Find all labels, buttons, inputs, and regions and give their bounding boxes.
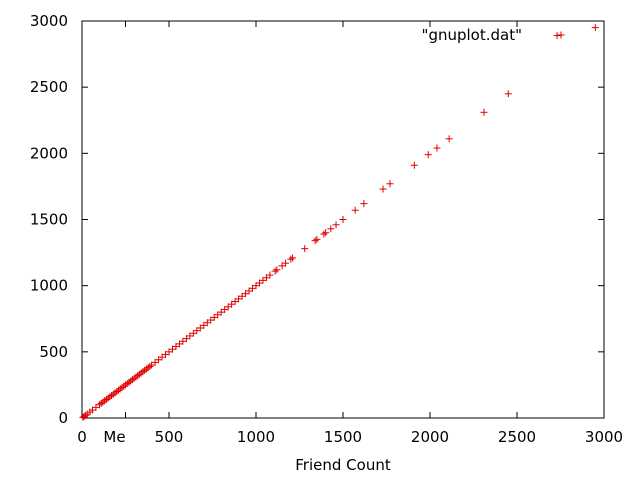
legend-point [557,31,565,39]
y-tick-label: 1500 [30,211,68,229]
y-tick-label: 2500 [30,78,68,96]
data-point [553,32,561,40]
data-point [386,180,394,188]
data-point [289,254,297,262]
data-point [282,259,290,267]
x-tick-label: 2000 [411,428,449,446]
y-tick-label: 1000 [30,277,68,295]
y-tick-label: 0 [58,409,68,427]
data-point [445,135,453,143]
data-point [433,144,441,152]
legend-label: "gnuplot.dat" [422,26,522,44]
y-tick-label: 3000 [30,12,68,30]
data-point [327,225,335,233]
x-tick-label: 0 [77,428,87,446]
data-point [360,200,368,208]
data-point [351,206,359,214]
x-axis: 0 500 1000 1500 2000 2500 3000 Me [77,21,623,446]
legend: "gnuplot.dat" [422,26,565,44]
data-point [273,266,281,274]
x-tick-label: 1000 [237,428,275,446]
data-point [266,271,274,279]
x-tick-label: 2500 [498,428,536,446]
data-point [287,255,295,263]
y-axis: 0 500 1000 1500 2000 2500 3000 [30,12,604,427]
data-point [410,161,418,169]
data-point [379,185,387,193]
data-point [271,267,279,275]
data-point [320,230,328,238]
data-point [81,411,89,419]
x-marker-label: Me [103,428,125,446]
data-point [480,108,488,116]
x-tick-label: 1500 [324,428,362,446]
data-point [504,90,512,98]
legend-marker [557,31,565,39]
data-point [591,24,599,32]
data-point [332,221,340,229]
data-series [79,24,599,421]
data-point [339,216,347,223]
data-point [146,362,154,370]
x-tick-label: 3000 [585,428,623,446]
data-point [311,237,319,245]
data-point [322,229,330,237]
x-tick-label: 500 [155,428,184,446]
x-axis-label: Friend Count [295,456,391,474]
y-tick-label: 2000 [30,144,68,162]
y-tick-label: 500 [39,343,68,361]
data-point [301,245,309,253]
data-point [424,151,432,159]
data-point [313,235,321,243]
